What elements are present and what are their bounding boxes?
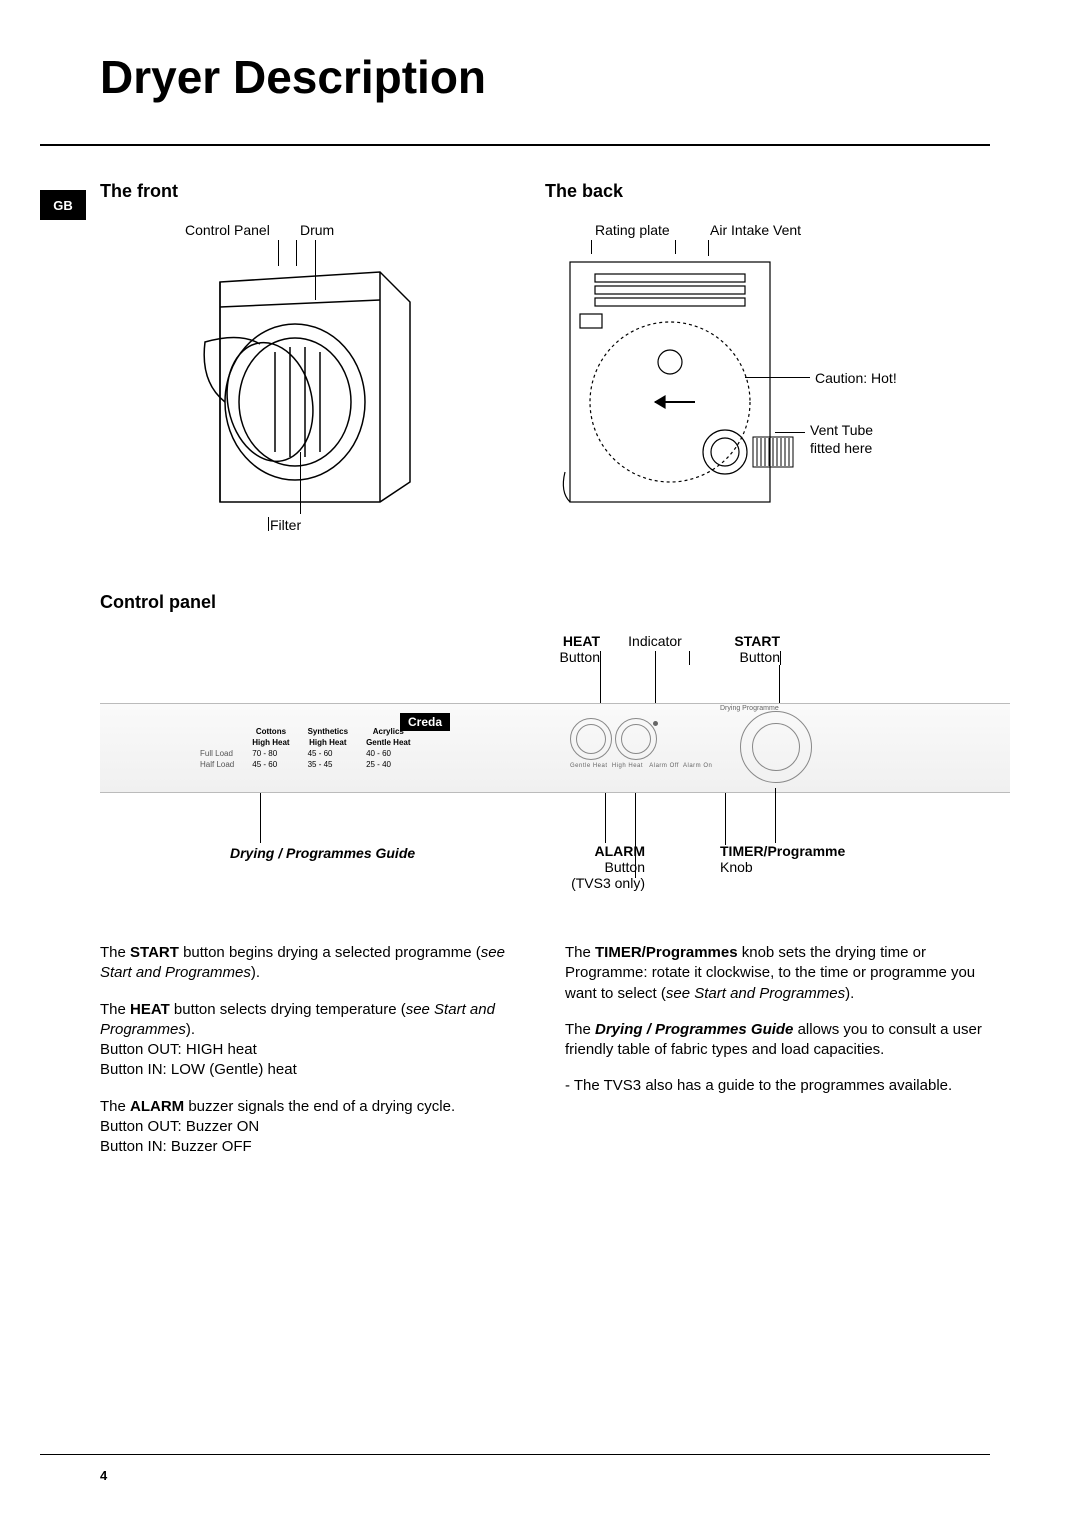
label-vent-1: Vent Tube (810, 422, 873, 438)
dial-label: Drying Programme (720, 705, 779, 712)
p-timer: The TIMER/Programmes knob sets the dryin… (565, 943, 990, 1004)
front-heading: The front (100, 181, 545, 202)
label-indicator: Indicator (620, 633, 690, 649)
label-rating-plate: Rating plate (595, 222, 670, 238)
page-title: Dryer Description (100, 50, 990, 104)
p-heat: The HEAT button selects drying temperatu… (100, 1000, 525, 1081)
back-diagram: Rating plate Air Intake Vent Caution: Ho… (545, 222, 990, 552)
heat-icons-row: Gentle Heat High Heat Alarm Off Alarm On (570, 763, 712, 769)
back-heading: The back (545, 181, 990, 202)
label-alarm: ALARM Button (TVS3 only) (565, 843, 645, 891)
divider-bottom (40, 1454, 990, 1455)
p-alarm: The ALARM buzzer signals the end of a dr… (100, 1097, 525, 1158)
label-heat: HEATButton (530, 633, 600, 665)
label-control-panel: Control Panel (185, 222, 270, 238)
divider-top (40, 144, 990, 146)
label-start: STARTButton (710, 633, 780, 665)
dryer-back-icon (555, 252, 805, 512)
guide-table: Cottons Synthetics Acrylics High Heat Hi… (190, 725, 421, 771)
label-vent-2: fitted here (810, 440, 872, 456)
p-tvs3: - The TVS3 also has a guide to the progr… (565, 1076, 990, 1096)
label-drum: Drum (300, 222, 334, 238)
label-guide: Drying / Programmes Guide (230, 845, 415, 861)
label-air-intake: Air Intake Vent (710, 222, 801, 238)
p-guide: The Drying / Programmes Guide allows you… (565, 1020, 990, 1061)
p-start: The START button begins drying a selecte… (100, 943, 525, 984)
control-panel-diagram: HEATButton Indicator STARTButton Creda C… (100, 633, 990, 913)
description-text: The START button begins drying a selecte… (100, 943, 990, 1173)
indicator-icon (653, 721, 658, 726)
page-number: 4 (100, 1468, 107, 1483)
language-badge: GB (40, 190, 86, 220)
label-filter: Filter (270, 517, 301, 533)
label-timer: TIMER/Programme Knob (720, 843, 845, 875)
label-caution: Caution: Hot! (815, 370, 897, 386)
control-panel-heading: Control panel (100, 592, 990, 613)
dryer-front-icon (180, 262, 420, 512)
front-diagram: Control Panel Drum Filter (100, 222, 545, 552)
